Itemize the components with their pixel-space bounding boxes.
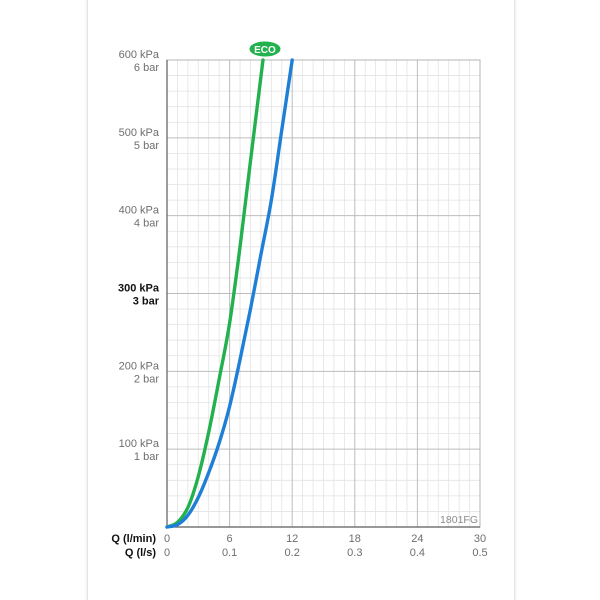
x-tick-label-lmin: 6	[227, 533, 233, 545]
y-tick-label-bar: 3 bar	[133, 296, 160, 308]
series-line-blue	[165, 58, 294, 529]
x-tick-label-lmin: 18	[349, 533, 361, 545]
y-tick-label-bar: 5 bar	[134, 140, 159, 152]
series	[165, 58, 294, 529]
y-tick-label-bar: 1 bar	[134, 451, 159, 463]
eco-badge-label: ECO	[254, 45, 276, 56]
x-axis-label-lmin: Q (l/min)	[111, 533, 156, 545]
x-tick-label-ls: 0.3	[347, 547, 362, 559]
y-tick-label-kpa: 300 kPa	[118, 283, 160, 295]
product-code: 1801FG	[440, 514, 478, 526]
x-tick-label-ls: 0.4	[410, 547, 425, 559]
x-tick-label-lmin: 0	[164, 533, 170, 545]
x-axis-label-ls: Q (l/s)	[125, 547, 157, 559]
y-tick-label-kpa: 500 kPa	[119, 127, 160, 139]
x-tick-label-ls: 0.2	[285, 547, 300, 559]
y-tick-label-kpa: 200 kPa	[119, 360, 160, 372]
y-tick-label-bar: 6 bar	[134, 62, 159, 74]
x-tick-label-lmin: 30	[474, 533, 486, 545]
axes	[166, 59, 481, 528]
x-tick-label-ls: 0	[164, 547, 170, 559]
x-tick-label-lmin: 24	[411, 533, 423, 545]
grid	[167, 60, 480, 527]
x-tick-label-lmin: 12	[286, 533, 298, 545]
x-tick-label-ls: 0.1	[222, 547, 237, 559]
x-tick-label-ls: 0.5	[472, 547, 487, 559]
chart-sheet: 100 kPa 1 bar 200 kPa 2 bar 300 kPa 3 bar 400 …	[87, 0, 515, 600]
y-tick-label-bar: 2 bar	[134, 373, 159, 385]
y-tick-label-bar: 4 bar	[134, 218, 159, 230]
y-tick-label-kpa: 400 kPa	[119, 205, 160, 217]
y-tick-label-kpa: 600 kPa	[119, 49, 160, 61]
eco-badge: ECO	[248, 40, 282, 58]
eco-badge-shape	[248, 40, 282, 58]
y-tick-label-kpa: 100 kPa	[119, 438, 160, 450]
series-line-green	[165, 58, 265, 529]
